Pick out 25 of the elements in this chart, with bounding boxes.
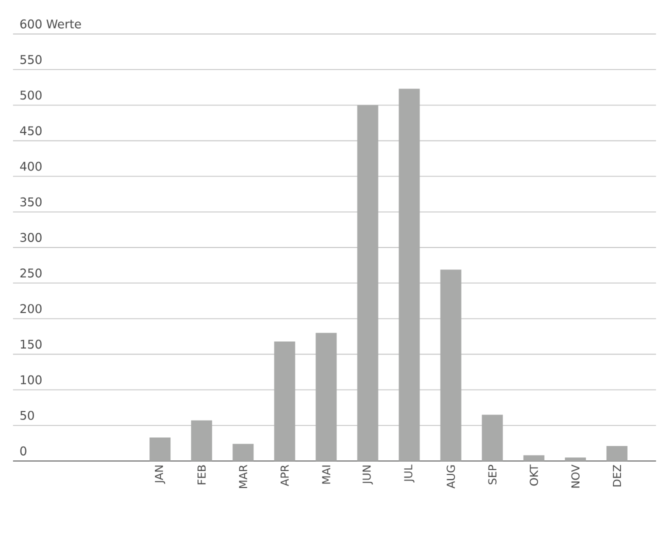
y-tick-label: 600 Werte — [20, 19, 81, 28]
x-tick-label: MAR — [239, 464, 248, 488]
y-tick-label: 500 — [20, 90, 42, 100]
x-tick-label: MAI — [322, 466, 330, 484]
x-tick-label: OKT — [530, 464, 538, 486]
y-tick-label: 300 — [20, 232, 42, 242]
x-tick-label: SEP — [488, 464, 496, 484]
x-tick-label: APR — [280, 464, 289, 486]
y-tick-label: 450 — [20, 126, 42, 136]
x-tick-label: DEZ — [612, 465, 621, 486]
y-tick-label: 100 — [20, 375, 42, 384]
y-tick-label: 400 — [20, 162, 42, 171]
x-tick-label: FEB — [198, 465, 206, 484]
y-tick-label: 0 — [20, 446, 26, 456]
x-tick-label: JAN — [154, 466, 166, 484]
y-tick-label: 350 — [20, 197, 42, 206]
y-tick-label: 50 — [20, 410, 34, 420]
y-tick-label: 200 — [20, 304, 42, 314]
x-tick-label: NOV — [571, 464, 580, 488]
x-tick-label: JUN — [362, 466, 373, 485]
x-tick-label: AUG — [446, 465, 455, 488]
x-tick-label: JUL — [404, 464, 414, 482]
y-tick-label: 550 — [20, 55, 42, 64]
y-tick-label: 250 — [20, 268, 42, 278]
y-tick-label: 150 — [20, 340, 42, 349]
